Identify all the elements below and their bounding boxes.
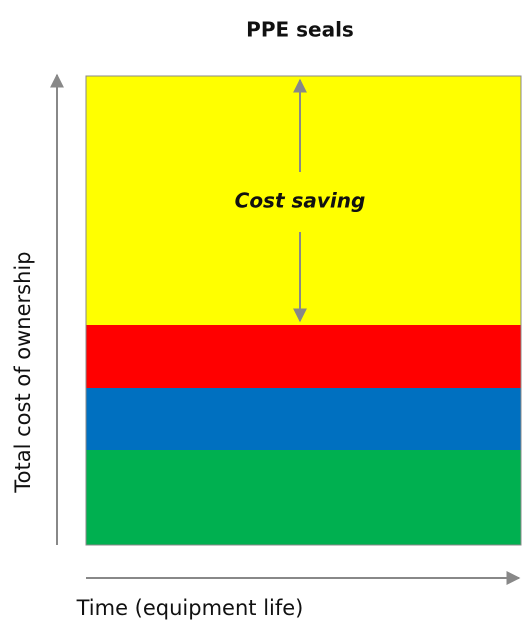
x-axis-label: Time (equipment life) (76, 596, 304, 620)
green-band (86, 450, 521, 545)
box-outline (85, 75, 522, 546)
blue-band (86, 388, 521, 450)
title: PPE seals (246, 18, 354, 42)
y-axis-label: Total cost of ownership (11, 251, 35, 493)
annotation: Cost saving (235, 189, 366, 213)
yellow-band (86, 76, 521, 325)
red-band (86, 325, 521, 388)
